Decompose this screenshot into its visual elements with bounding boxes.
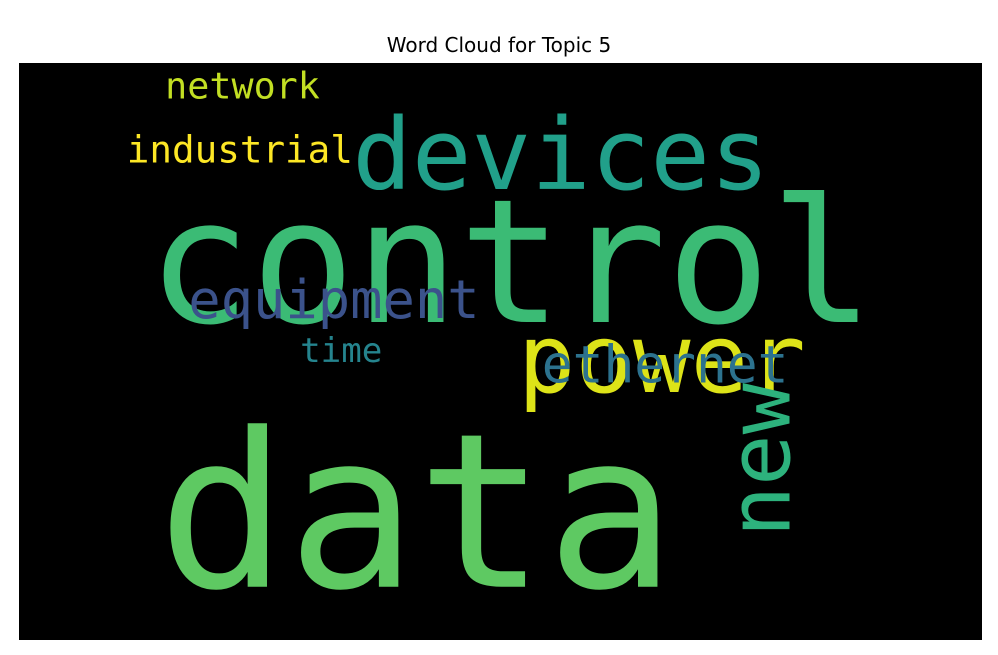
word-new: new	[711, 382, 810, 537]
word-time: time	[300, 331, 382, 371]
chart-title: Word Cloud for Topic 5	[386, 33, 612, 57]
word-ethernet: ethernet	[542, 336, 789, 396]
word-industrial: industrial	[127, 127, 353, 171]
word-control: control	[147, 162, 874, 363]
word-equipment: equipment	[188, 268, 479, 331]
word-cloud-panel: control data devices power new equipment ether…	[19, 63, 982, 640]
word-power: power	[518, 303, 806, 415]
word-devices: devices	[352, 98, 769, 213]
word-data: data	[158, 387, 676, 638]
word-network: network	[165, 64, 320, 107]
